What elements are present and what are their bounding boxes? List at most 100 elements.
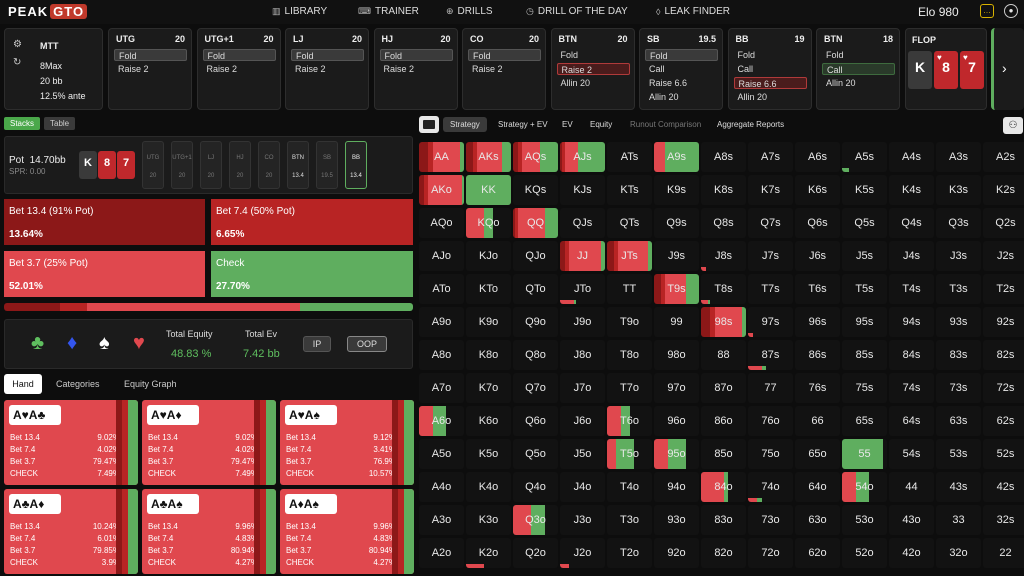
matrix-cell-88[interactable]: 88 [701, 340, 746, 370]
matrix-cell-87s[interactable]: 87s [748, 340, 793, 370]
matrix-cell-33[interactable]: 33 [936, 505, 981, 535]
matrix-cell-AJo[interactable]: AJo [419, 241, 464, 271]
action-option[interactable]: Raise 2 [118, 64, 149, 74]
matrix-cell-A3s[interactable]: A3s [936, 142, 981, 172]
seat-co[interactable]: CO 20 [258, 141, 280, 189]
matrix-cell-T4s[interactable]: T4s [889, 274, 934, 304]
position-card-bb[interactable]: BB 19 Fold Call Raise 6.6 Allin 20 [727, 28, 812, 110]
matrix-cell-J3s[interactable]: J3s [936, 241, 981, 271]
matrix-cell-T8o[interactable]: T8o [607, 340, 652, 370]
spade-suit-icon[interactable]: ♠ [99, 332, 110, 354]
matrix-cell-Q7s[interactable]: Q7s [748, 208, 793, 238]
matrix-cell-83o[interactable]: 83o [701, 505, 746, 535]
club-suit-icon[interactable]: ♣ [31, 332, 45, 354]
nav-library[interactable]: ▥ LIBRARY [272, 6, 327, 17]
action-option[interactable]: Raise 2 [472, 64, 503, 74]
flop-card[interactable]: FLOP K ♥ 8 ♥ 7 [905, 28, 987, 110]
matrix-cell-QTo[interactable]: QTo [513, 274, 558, 304]
hand-combo-card[interactable]: A♥A♣ Bet 13.4 9.02% Bet 7.4 4.02% Bet 3.7 79.4… [4, 400, 138, 485]
matrix-cell-A8o[interactable]: A8o [419, 340, 464, 370]
matrix-cell-74o[interactable]: 74o [748, 472, 793, 502]
matrix-cell-42s[interactable]: 42s [983, 472, 1024, 502]
matrix-cell-T2s[interactable]: T2s [983, 274, 1024, 304]
action-option[interactable]: Raise 2 [383, 64, 415, 74]
action-option[interactable]: Allin 20 [649, 92, 679, 102]
action-option[interactable]: Raise 2 [295, 64, 326, 74]
matrix-cell-KQo[interactable]: KQo [466, 208, 511, 238]
matrix-cell-93o[interactable]: 93o [654, 505, 699, 535]
matrix-cell-K3o[interactable]: K3o [466, 505, 511, 535]
matrix-cell-JJ[interactable]: JJ [560, 241, 605, 271]
matrix-cell-Q6s[interactable]: Q6s [795, 208, 840, 238]
matrix-cell-82s[interactable]: 82s [983, 340, 1024, 370]
matrix-cell-A9o[interactable]: A9o [419, 307, 464, 337]
matrix-cell-52s[interactable]: 52s [983, 439, 1024, 469]
seat-btn[interactable]: BTN 13.4 [287, 141, 309, 189]
matrix-cell-J2s[interactable]: J2s [983, 241, 1024, 271]
matrix-cell-92o[interactable]: 92o [654, 538, 699, 568]
matrix-cell-A9s[interactable]: A9s [654, 142, 699, 172]
matrix-cell-J6o[interactable]: J6o [560, 406, 605, 436]
action-option[interactable]: Fold [737, 50, 756, 60]
matrix-cell-JTs[interactable]: JTs [607, 241, 652, 271]
matrix-cell-42o[interactable]: 42o [889, 538, 934, 568]
seat-lj[interactable]: LJ 20 [200, 141, 222, 189]
hand-combo-card[interactable]: A♣A♦ Bet 13.4 10.24% Bet 7.4 6.01% Bet 3.7 79.… [4, 489, 138, 574]
matrix-cell-52o[interactable]: 52o [842, 538, 887, 568]
matrix-cell-97o[interactable]: 97o [654, 373, 699, 403]
hand-combo-card[interactable]: A♦A♠ Bet 13.4 9.96% Bet 7.4 4.83% Bet 3.7 80.9… [280, 489, 414, 574]
position-card-co[interactable]: CO 20 Fold Raise 2 [462, 28, 546, 110]
nav-leak-finder[interactable]: ◊ LEAK FINDER [656, 6, 730, 17]
gamepad-icon[interactable]: ⚇ [1003, 117, 1023, 134]
matrix-cell-T5o[interactable]: T5o [607, 439, 652, 469]
matrix-cell-QJs[interactable]: QJs [560, 208, 605, 238]
matrix-cell-K5o[interactable]: K5o [466, 439, 511, 469]
matrix-cell-J9o[interactable]: J9o [560, 307, 605, 337]
matrix-cell-A8s[interactable]: A8s [701, 142, 746, 172]
action-option[interactable]: Call [822, 63, 895, 75]
matrix-cell-K2s[interactable]: K2s [983, 175, 1024, 205]
matrix-cell-T6o[interactable]: T6o [607, 406, 652, 436]
matrix-cell-QTs[interactable]: QTs [607, 208, 652, 238]
matrix-cell-AKs[interactable]: AKs [466, 142, 511, 172]
matrix-cell-95o[interactable]: 95o [654, 439, 699, 469]
matrix-cell-86o[interactable]: 86o [701, 406, 746, 436]
action-option[interactable]: Allin 20 [737, 92, 768, 102]
ip-button[interactable]: IP [303, 336, 331, 352]
matrix-cell-KK[interactable]: KK [466, 175, 511, 205]
matrix-cell-A7s[interactable]: A7s [748, 142, 793, 172]
matrix-cell-72o[interactable]: 72o [748, 538, 793, 568]
matrix-cell-J6s[interactable]: J6s [795, 241, 840, 271]
refresh-icon[interactable]: ↻ [13, 57, 22, 68]
action-option[interactable]: Fold [291, 49, 364, 61]
matrix-cell-Q7o[interactable]: Q7o [513, 373, 558, 403]
layout-toggle-button[interactable] [419, 116, 439, 133]
matrix-cell-76o[interactable]: 76o [748, 406, 793, 436]
matrix-cell-K4o[interactable]: K4o [466, 472, 511, 502]
matrix-cell-AQs[interactable]: AQs [513, 142, 558, 172]
matrix-cell-T8s[interactable]: T8s [701, 274, 746, 304]
matrix-cell-T6s[interactable]: T6s [795, 274, 840, 304]
matrix-cell-32s[interactable]: 32s [983, 505, 1024, 535]
matrix-cell-54s[interactable]: 54s [889, 439, 934, 469]
matrix-cell-QQ[interactable]: QQ [513, 208, 558, 238]
matrix-cell-J5s[interactable]: J5s [842, 241, 887, 271]
matrix-cell-TT[interactable]: TT [607, 274, 652, 304]
action-option[interactable]: Raise 2 [206, 64, 238, 74]
matrix-cell-92s[interactable]: 92s [983, 307, 1024, 337]
position-card-hj[interactable]: HJ 20 Fold Raise 2 [373, 28, 458, 110]
table-toggle[interactable]: Table [44, 117, 76, 130]
matrix-cell-A2o[interactable]: A2o [419, 538, 464, 568]
action-option[interactable]: Fold [468, 49, 541, 61]
action-option[interactable]: Fold [379, 49, 453, 61]
action-option[interactable]: Call [737, 64, 754, 74]
matrix-cell-96s[interactable]: 96s [795, 307, 840, 337]
action-option[interactable]: Fold [560, 50, 579, 60]
matrix-cell-85s[interactable]: 85s [842, 340, 887, 370]
matrix-cell-73s[interactable]: 73s [936, 373, 981, 403]
matrix-cell-J8o[interactable]: J8o [560, 340, 605, 370]
matrix-cell-99[interactable]: 99 [654, 307, 699, 337]
tab-hand[interactable]: Hand [4, 374, 42, 394]
nav-trainer[interactable]: ⌨ TRAINER [358, 6, 419, 17]
action-option[interactable]: Allin 20 [826, 78, 856, 88]
